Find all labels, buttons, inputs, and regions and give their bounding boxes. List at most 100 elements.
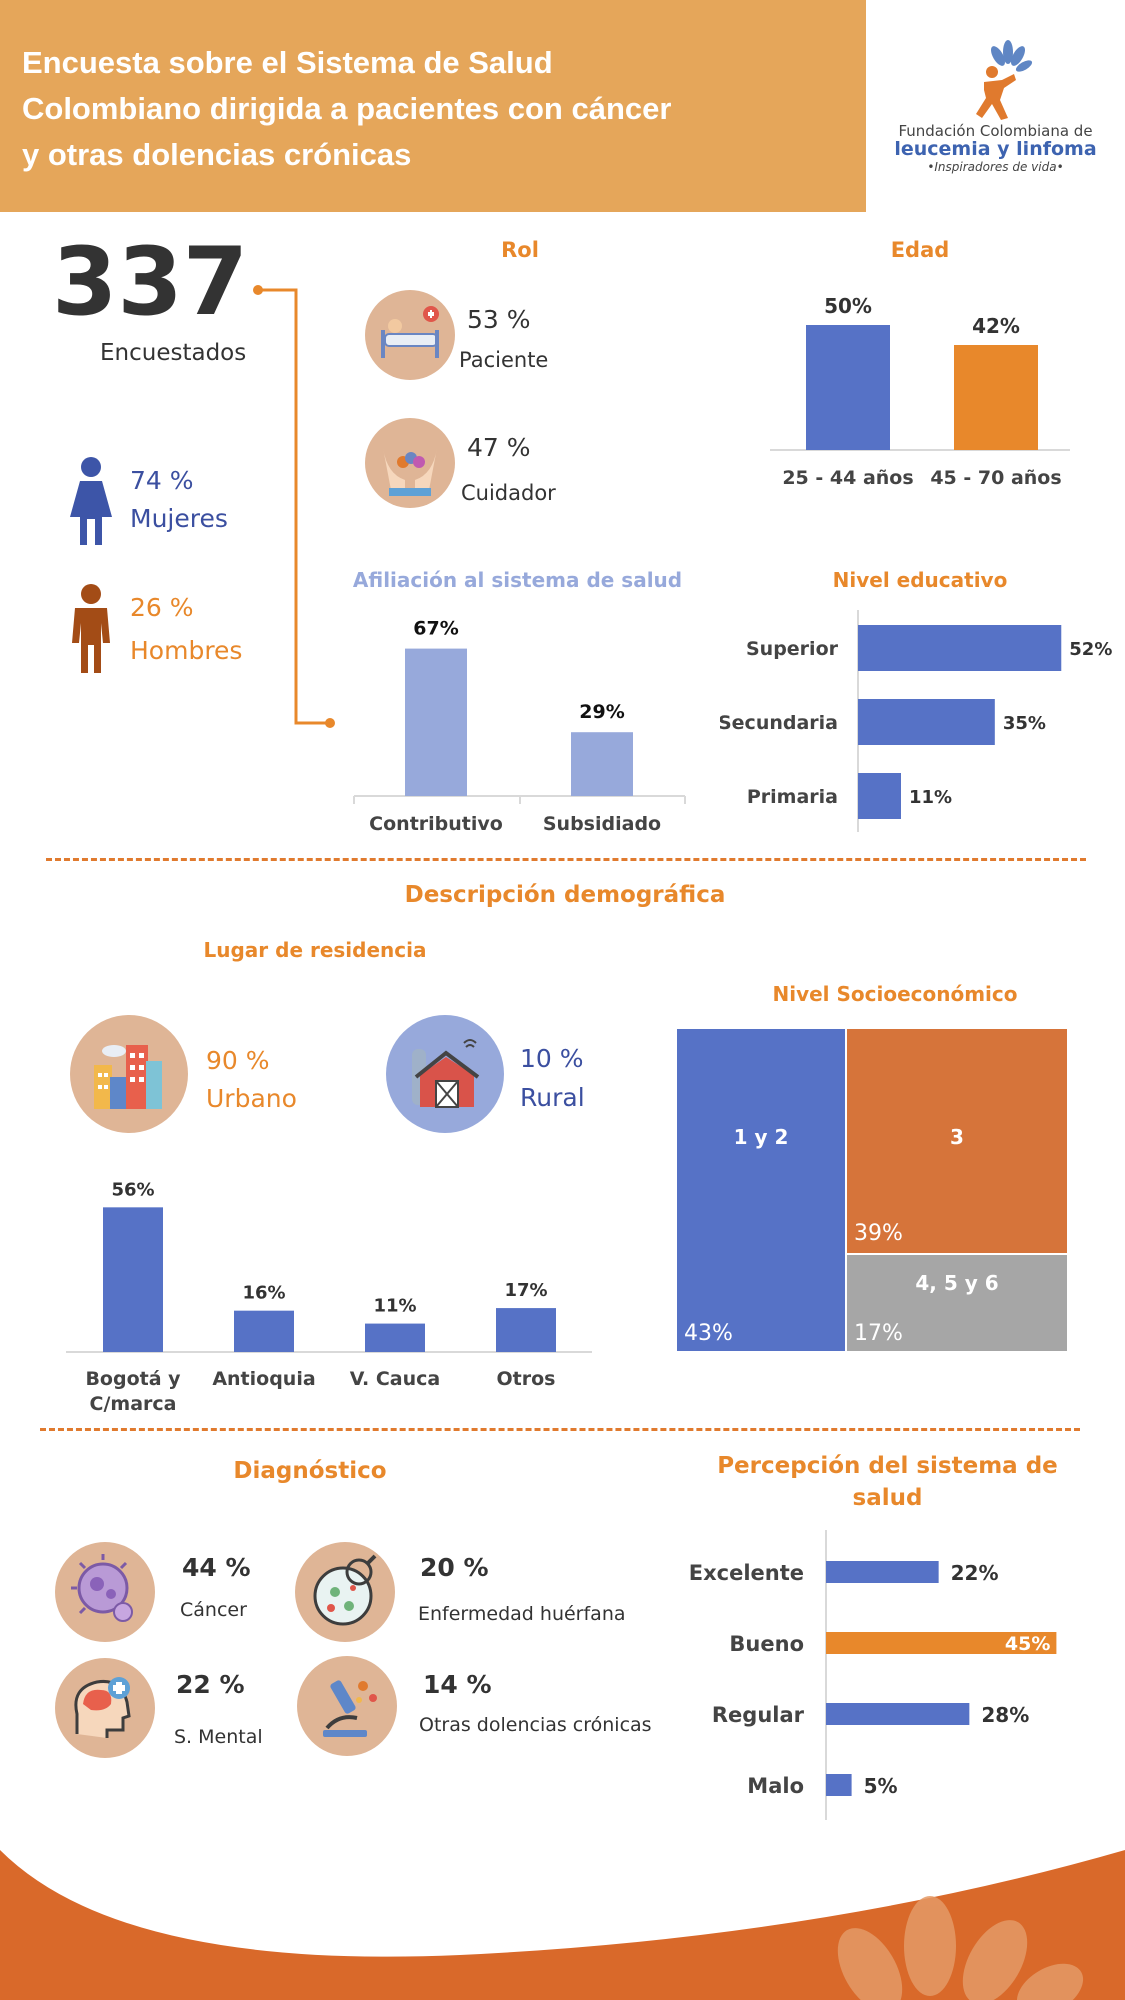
diag-cancer-pct: 44 %	[182, 1553, 251, 1582]
connector-line	[253, 285, 335, 728]
title-line-3: y otras dolencias crónicas	[22, 137, 412, 172]
caregiver-icon	[365, 418, 455, 508]
socioeconomico-title: Nivel Socioeconómico	[772, 982, 1018, 1006]
residencia-title: Lugar de residencia	[203, 938, 427, 962]
rural-label: Rural	[520, 1083, 585, 1112]
socio-data-label: 17%	[854, 1321, 903, 1346]
title-line-1: Encuesta sobre el Sistema de Salud	[22, 45, 553, 80]
men-label: Hombres	[130, 636, 243, 665]
patient-label: Paciente	[459, 348, 549, 372]
women-label: Mujeres	[130, 504, 228, 533]
residencia-chart: 56% Bogotá y C/marca 16% Antioquia 11% V. Cauc…	[66, 1179, 592, 1415]
socio-data-label: 39%	[854, 1221, 903, 1246]
perc-bar	[826, 1561, 939, 1583]
percepcion-title: Percepción del sistema de salud	[700, 1450, 1075, 1514]
perc-category-label: Excelente	[689, 1561, 804, 1585]
edu-bar	[858, 699, 995, 745]
edu-data-label: 35%	[1003, 713, 1046, 734]
res-category-label: Otros	[497, 1368, 556, 1390]
edu-category-label: Superior	[746, 638, 839, 660]
socio-category-label: 3	[950, 1125, 964, 1149]
woman-icon	[70, 457, 112, 545]
logo-line-3: •Inspiradores de vida•	[927, 160, 1064, 174]
perc-category-label: Malo	[747, 1774, 804, 1798]
edad-chart: 50% 25 - 44 años 42% 45 - 70 años	[770, 294, 1070, 489]
socio-category-label: 4, 5 y 6	[915, 1271, 998, 1295]
separator-2	[40, 1428, 1080, 1431]
res-bar	[234, 1310, 294, 1352]
res-bar	[496, 1308, 556, 1352]
respondent-label: Encuestados	[100, 340, 247, 366]
patient-icon	[365, 290, 455, 380]
perc-category-label: Bueno	[729, 1632, 804, 1656]
res-category-label-line2: C/marca	[90, 1393, 177, 1415]
mental-health-icon	[55, 1658, 155, 1758]
res-data-label: 17%	[504, 1280, 547, 1301]
women-pct: 74 %	[130, 466, 194, 495]
edad-bar	[954, 345, 1038, 450]
title-line-2: Colombiano dirigida a pacientes con cánc…	[22, 91, 672, 126]
diag-huerfana-pct: 20 %	[420, 1553, 489, 1582]
edad-title: Edad	[890, 238, 950, 262]
afil-category-label: Contributivo	[369, 813, 503, 835]
edu-category-label: Primaria	[747, 786, 838, 808]
educativo-title: Nivel educativo	[832, 568, 1008, 592]
afiliacion-chart: 67% Contributivo 29% Subsidiado	[353, 618, 686, 835]
footer-wave	[0, 1850, 1125, 2000]
diag-otras-label: Otras dolencias crónicas	[419, 1714, 652, 1736]
respondent-count: 337	[52, 228, 249, 337]
urban-pct: 90 %	[206, 1046, 270, 1075]
urban-label: Urbano	[206, 1084, 297, 1113]
men-pct: 26 %	[130, 593, 194, 622]
edu-bar	[858, 773, 901, 819]
diag-cancer-label: Cáncer	[180, 1599, 247, 1621]
socio-block-3	[845, 1028, 1069, 1255]
perc-bar	[826, 1632, 1057, 1654]
perc-category-label: Regular	[712, 1703, 805, 1727]
city-icon	[70, 1015, 188, 1133]
diagnostico-title: Diagnóstico	[233, 1458, 387, 1484]
afil-bar	[571, 732, 633, 796]
afil-category-label: Subsidiado	[543, 813, 661, 835]
edu-data-label: 52%	[1069, 639, 1112, 660]
socio-block-1y2	[676, 1028, 847, 1353]
percepcion-title-line-1: Percepción del sistema de	[717, 1453, 1058, 1479]
edad-category-label: 25 - 44 años	[782, 467, 913, 489]
rural-pct: 10 %	[520, 1044, 584, 1073]
caregiver-label: Cuidador	[461, 481, 556, 505]
edu-category-label: Secundaria	[720, 712, 838, 734]
perc-data-label: 45%	[1005, 1633, 1050, 1655]
perc-data-label: 22%	[951, 1561, 999, 1585]
page-title: Encuesta sobre el Sistema de Salud Colom…	[22, 40, 842, 178]
socio-category-label: 1 y 2	[734, 1125, 789, 1149]
res-category-label: V. Cauca	[350, 1368, 440, 1390]
logo-line-1: Fundación Colombiana de	[898, 122, 1093, 140]
perc-data-label: 28%	[981, 1703, 1029, 1727]
afiliacion-title: Afiliación al sistema de salud	[352, 568, 683, 592]
percepcion-title-line-2: salud	[852, 1485, 923, 1511]
farm-icon	[386, 1015, 504, 1133]
rol-title: Rol	[501, 238, 539, 262]
logo-figure-icon	[976, 40, 1033, 120]
edad-bar	[806, 325, 890, 450]
diag-huerfana-label: Enfermedad huérfana	[418, 1603, 626, 1625]
edu-bar	[858, 625, 1062, 671]
afil-bar	[405, 648, 467, 796]
microscope-icon	[297, 1656, 397, 1756]
res-data-label: 11%	[373, 1296, 416, 1317]
edu-data-label: 11%	[909, 787, 952, 808]
caregiver-pct: 47 %	[467, 433, 531, 462]
logo: Fundación Colombiana de leucemia y linfo…	[866, 0, 1125, 212]
res-data-label: 16%	[242, 1283, 285, 1304]
perc-data-label: 5%	[864, 1774, 898, 1798]
educativo-chart: Superior 52% Secundaria 35% Primaria 11%	[720, 610, 1112, 832]
afil-data-label: 67%	[413, 618, 458, 640]
res-category-label: Bogotá y	[85, 1368, 181, 1390]
edad-category-label: 45 - 70 años	[930, 467, 1061, 489]
res-category-label: Antioquia	[212, 1368, 315, 1390]
socioeconomico-chart: 1 y 2 3 4, 5 y 6 43% 39% 17%	[676, 1028, 1069, 1353]
man-icon	[72, 584, 110, 673]
socio-data-label: 43%	[684, 1321, 733, 1346]
header-banner	[0, 0, 866, 212]
diag-mental-pct: 22 %	[176, 1670, 245, 1699]
